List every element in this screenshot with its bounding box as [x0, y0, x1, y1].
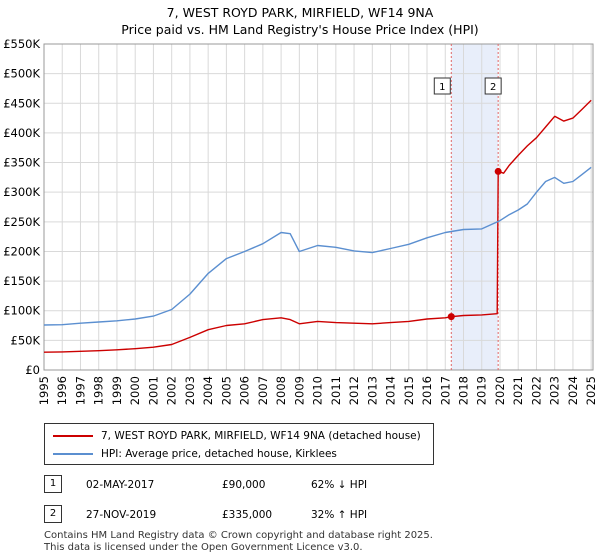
footer-line-1: Contains HM Land Registry data © Crown c…	[44, 530, 433, 541]
x-tick-label: 2016	[420, 376, 434, 405]
x-tick-label: 2005	[219, 376, 233, 405]
x-tick-label: 2013	[365, 376, 379, 405]
sale-point-2	[494, 167, 502, 175]
x-tick-label: 2010	[311, 376, 325, 405]
y-tick-label: £550K	[3, 37, 40, 51]
sale-date: 02-MAY-2017	[86, 479, 155, 491]
x-tick-label: 1999	[110, 376, 124, 405]
x-tick-label: 2018	[457, 376, 471, 405]
y-tick-label: £250K	[3, 215, 40, 229]
y-tick-label: £200K	[3, 244, 40, 258]
x-tick-label: 2011	[329, 376, 343, 405]
x-tick-label: 2006	[238, 376, 252, 405]
x-tick-label: 2009	[292, 376, 306, 405]
chart-subtitle: Price paid vs. HM Land Registry's House …	[121, 22, 479, 37]
property-price-line	[43, 99, 592, 353]
sale-label-1: 1	[439, 82, 445, 93]
x-tick-label: 2003	[183, 376, 197, 405]
x-tick-label: 2008	[274, 376, 288, 405]
y-tick-label: £500K	[3, 67, 40, 81]
sale-label-box-1	[433, 77, 451, 95]
x-tick-label: 1998	[92, 376, 106, 405]
legend-swatch-hpi	[53, 453, 93, 455]
x-tick-label: 1997	[73, 376, 87, 405]
y-tick-label: £0	[25, 363, 40, 377]
plot-border	[43, 43, 594, 371]
sale-hpi-comparison: 62% ↓ HPI	[311, 479, 368, 491]
sale-label-2: 2	[490, 82, 496, 93]
y-tick-label: £100K	[3, 304, 40, 318]
x-tick-label: 1995	[37, 376, 51, 405]
hpi-line	[43, 166, 592, 326]
x-tick-label: 2000	[128, 376, 142, 405]
sale-number-badge: 2	[44, 505, 62, 523]
x-tick-label: 2001	[146, 376, 160, 405]
x-tick-label: 2015	[402, 376, 416, 405]
chart-title-block: 7, WEST ROYD PARK, MIRFIELD, WF14 9NA Pr…	[0, 4, 600, 38]
sale-point-1	[447, 313, 455, 321]
sale-date: 27-NOV-2019	[86, 509, 157, 521]
chart-legend: 7, WEST ROYD PARK, MIRFIELD, WF14 9NA (d…	[44, 423, 434, 465]
sale-row-2: 2 27-NOV-2019 £335,000 32% ↑ HPI	[44, 505, 584, 525]
y-tick-label: £350K	[3, 156, 40, 170]
y-tick-label: £450K	[3, 96, 40, 110]
x-tick-label: 2019	[475, 376, 489, 405]
x-tick-label: 2023	[548, 376, 562, 405]
sale-hpi-comparison: 32% ↑ HPI	[311, 509, 368, 521]
legend-label-property: 7, WEST ROYD PARK, MIRFIELD, WF14 9NA (d…	[101, 430, 421, 442]
y-tick-label: £150K	[3, 274, 40, 288]
x-tick-label: 2025	[584, 376, 598, 405]
x-tick-label: 2012	[347, 376, 361, 405]
x-tick-label: 2004	[201, 376, 215, 405]
y-tick-label: £400K	[3, 126, 40, 140]
x-tick-label: 2014	[384, 376, 398, 405]
footer-attribution: Contains HM Land Registry data © Crown c…	[44, 530, 433, 553]
price-chart: £0 £50K £100K £150K £200K £250K £300K £350K £400…	[3, 37, 598, 405]
sale-number-badge: 1	[44, 475, 62, 493]
chart-title: 7, WEST ROYD PARK, MIRFIELD, WF14 9NA	[166, 5, 434, 20]
x-tick-label: 2022	[529, 376, 543, 405]
legend-label-hpi: HPI: Average price, detached house, Kirk…	[101, 448, 337, 460]
sale-price: £90,000	[222, 479, 266, 491]
legend-swatch-property	[53, 435, 93, 437]
x-tick-label: 2021	[511, 376, 525, 405]
y-tick-label: £50K	[11, 333, 41, 347]
x-tick-label: 2002	[165, 376, 179, 405]
sale-row-1: 1 02-MAY-2017 £90,000 62% ↓ HPI	[44, 475, 584, 495]
x-tick-label: 2020	[493, 376, 507, 405]
sale-price: £335,000	[222, 509, 273, 521]
y-tick-label: £300K	[3, 185, 40, 199]
footer-line-2: This data is licensed under the Open Gov…	[44, 541, 363, 553]
sale-label-box-2	[484, 77, 502, 95]
x-tick-label: 2024	[566, 376, 580, 405]
x-tick-label: 1996	[55, 376, 69, 405]
x-tick-label: 2007	[256, 376, 270, 405]
x-tick-label: 2017	[438, 376, 452, 405]
